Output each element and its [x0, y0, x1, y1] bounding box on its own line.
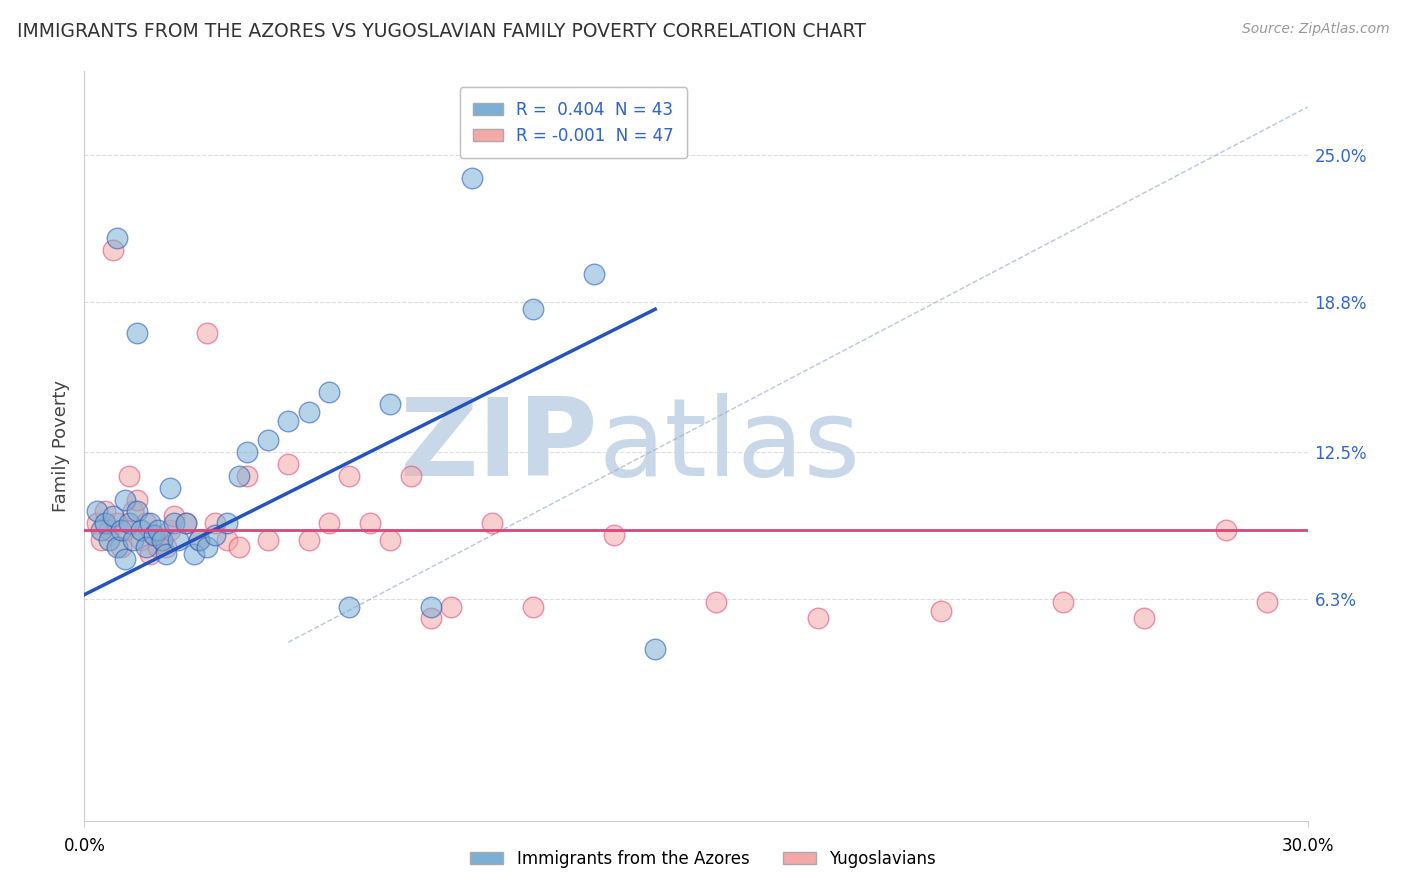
- Point: [217, 516, 239, 531]
- Point: [440, 599, 463, 614]
- Point: [105, 540, 128, 554]
- Point: [114, 552, 136, 566]
- Text: IMMIGRANTS FROM THE AZORES VS YUGOSLAVIAN FAMILY POVERTY CORRELATION CHART: IMMIGRANTS FROM THE AZORES VS YUGOSLAVIA…: [17, 22, 866, 41]
- Point: [706, 595, 728, 609]
- Point: [481, 516, 503, 531]
- Point: [380, 533, 402, 547]
- Point: [318, 516, 340, 531]
- Point: [380, 397, 402, 411]
- Text: atlas: atlas: [598, 393, 860, 499]
- Point: [1256, 595, 1278, 609]
- Point: [127, 492, 149, 507]
- Point: [522, 599, 544, 614]
- Point: [257, 533, 280, 547]
- Y-axis label: Family Poverty: Family Poverty: [52, 380, 70, 512]
- Point: [195, 326, 218, 340]
- Point: [93, 504, 115, 518]
- Point: [359, 516, 381, 531]
- Point: [86, 516, 108, 531]
- Point: [339, 468, 361, 483]
- Point: [1133, 611, 1156, 625]
- Point: [110, 540, 132, 554]
- Point: [155, 547, 177, 561]
- Point: [644, 642, 666, 657]
- Point: [138, 516, 160, 531]
- Point: [163, 516, 186, 531]
- Point: [929, 604, 952, 618]
- Point: [204, 528, 226, 542]
- Point: [97, 533, 120, 547]
- Point: [114, 492, 136, 507]
- Point: [167, 533, 190, 547]
- Point: [131, 524, 153, 538]
- Point: [257, 433, 280, 447]
- Point: [1215, 524, 1237, 538]
- Point: [174, 516, 197, 531]
- Point: [155, 540, 177, 554]
- Point: [399, 468, 422, 483]
- Point: [118, 468, 141, 483]
- Point: [150, 533, 173, 547]
- Point: [277, 457, 299, 471]
- Legend: Immigrants from the Azores, Yugoslavians: Immigrants from the Azores, Yugoslavians: [463, 844, 943, 875]
- Point: [187, 533, 209, 547]
- Point: [146, 540, 169, 554]
- Point: [142, 528, 165, 542]
- Point: [131, 533, 153, 547]
- Point: [187, 533, 209, 547]
- Point: [105, 516, 128, 531]
- Point: [603, 528, 626, 542]
- Point: [174, 516, 197, 531]
- Point: [522, 302, 544, 317]
- Point: [1052, 595, 1074, 609]
- Point: [298, 404, 321, 418]
- Point: [90, 533, 112, 547]
- Point: [135, 540, 157, 554]
- Point: [298, 533, 321, 547]
- Point: [86, 504, 108, 518]
- Point: [122, 533, 145, 547]
- Point: [204, 516, 226, 531]
- Point: [142, 528, 165, 542]
- Point: [101, 243, 124, 257]
- Point: [122, 504, 145, 518]
- Point: [420, 599, 443, 614]
- Point: [101, 509, 124, 524]
- Point: [236, 468, 259, 483]
- Point: [93, 516, 115, 531]
- Point: [461, 171, 484, 186]
- Text: Source: ZipAtlas.com: Source: ZipAtlas.com: [1241, 22, 1389, 37]
- Point: [114, 524, 136, 538]
- Point: [159, 481, 181, 495]
- Point: [195, 540, 218, 554]
- Point: [90, 524, 112, 538]
- Point: [105, 231, 128, 245]
- Point: [97, 524, 120, 538]
- Point: [127, 504, 149, 518]
- Point: [236, 445, 259, 459]
- Point: [339, 599, 361, 614]
- Point: [146, 524, 169, 538]
- Point: [583, 267, 606, 281]
- Legend: R =  0.404  N = 43, R = -0.001  N = 47: R = 0.404 N = 43, R = -0.001 N = 47: [460, 87, 688, 158]
- Point: [118, 516, 141, 531]
- Point: [150, 533, 173, 547]
- Point: [135, 516, 157, 531]
- Point: [183, 547, 205, 561]
- Point: [110, 524, 132, 538]
- Point: [807, 611, 830, 625]
- Point: [217, 533, 239, 547]
- Point: [420, 611, 443, 625]
- Point: [138, 547, 160, 561]
- Point: [127, 326, 149, 340]
- Point: [228, 540, 250, 554]
- Text: ZIP: ZIP: [399, 393, 598, 499]
- Point: [277, 414, 299, 428]
- Point: [228, 468, 250, 483]
- Point: [159, 524, 181, 538]
- Point: [163, 509, 186, 524]
- Point: [318, 385, 340, 400]
